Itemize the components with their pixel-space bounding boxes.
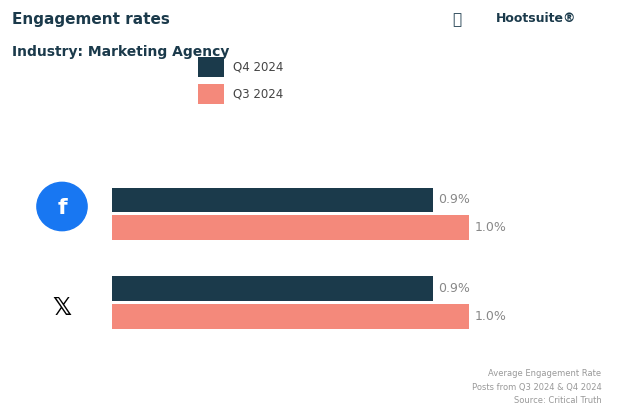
Text: 0.9%: 0.9%: [438, 282, 471, 295]
Bar: [112, 188, 433, 212]
Bar: [112, 216, 469, 240]
Circle shape: [37, 183, 87, 230]
Text: 1.0%: 1.0%: [474, 221, 506, 234]
Text: 1.0%: 1.0%: [474, 310, 506, 323]
Text: f: f: [57, 197, 67, 218]
Text: 0.9%: 0.9%: [438, 193, 471, 206]
Text: Q3 2024: Q3 2024: [233, 88, 283, 101]
Text: Average Engagement Rate
Posts from Q3 2024 & Q4 2024
Source: Critical Truth: Average Engagement Rate Posts from Q3 20…: [472, 369, 601, 405]
Text: 𝕏: 𝕏: [53, 296, 71, 320]
Text: Q4 2024: Q4 2024: [233, 60, 283, 74]
Text: 🦉: 🦉: [453, 12, 462, 27]
Text: Industry: Marketing Agency: Industry: Marketing Agency: [12, 45, 230, 59]
Text: Engagement rates: Engagement rates: [12, 12, 170, 27]
FancyBboxPatch shape: [198, 57, 224, 77]
FancyBboxPatch shape: [198, 84, 224, 104]
Bar: [112, 304, 469, 329]
Text: Hootsuite®: Hootsuite®: [496, 12, 577, 25]
Bar: [112, 276, 433, 301]
